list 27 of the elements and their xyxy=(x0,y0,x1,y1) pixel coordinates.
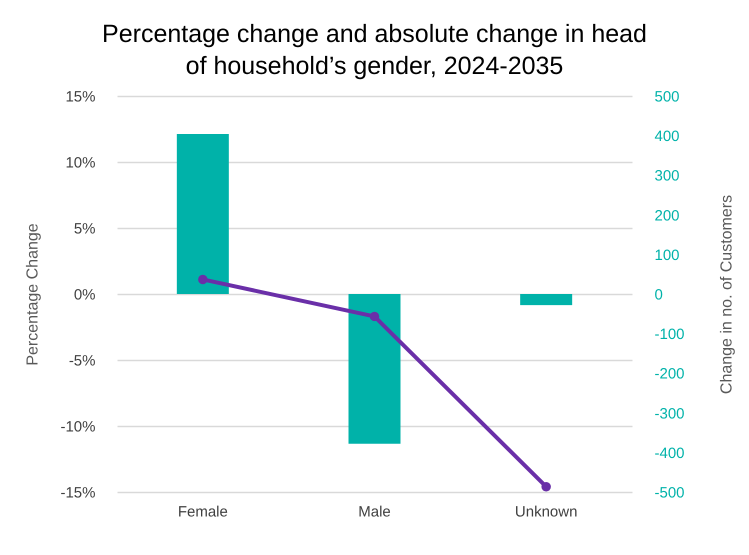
y2-tick-label: 200 xyxy=(654,207,680,224)
x-tick-label: Male xyxy=(358,504,391,520)
y2-tick-label: 500 xyxy=(654,88,680,106)
y-tick-label: -10% xyxy=(60,418,96,436)
y-tick-label: 10% xyxy=(65,154,96,172)
x-tick-label: Female xyxy=(178,504,228,520)
y2-tick-label: -500 xyxy=(654,484,685,502)
y2-tick-label: 300 xyxy=(654,168,680,185)
y-axis-title: Percentage Change xyxy=(24,223,42,366)
y2-tick-label: 100 xyxy=(654,246,680,264)
chart-title: Percentage change and absolute change in head of household’s gender, 2024-2035 xyxy=(101,19,648,82)
y2-tick-label: 400 xyxy=(654,128,680,146)
point xyxy=(198,274,208,284)
y2-tick-label: -100 xyxy=(654,326,685,344)
y2-tick-label: -300 xyxy=(654,405,685,422)
y2-axis-title: Change in no. of Customers xyxy=(718,194,736,394)
y2-tick-label: -400 xyxy=(654,444,685,462)
y2-tick-label: -200 xyxy=(654,366,685,383)
x-tick-label: Unknown xyxy=(514,504,578,520)
y-tick-label: -15% xyxy=(60,484,96,502)
y-tick-label: -5% xyxy=(68,352,96,370)
y-tick-label: 0% xyxy=(74,286,96,304)
point xyxy=(370,312,380,322)
point xyxy=(541,482,551,492)
y2-tick-label: 0 xyxy=(654,286,663,304)
y-tick-label: 15% xyxy=(65,88,96,106)
y-tick-label: 5% xyxy=(74,220,96,238)
